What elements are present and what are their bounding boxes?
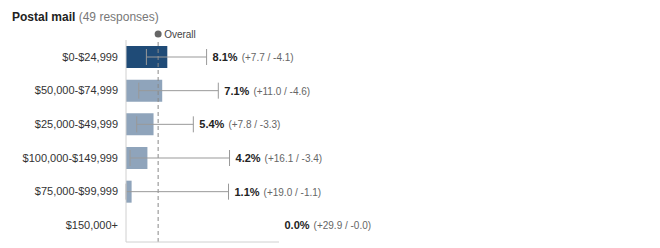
svg-text:7.1%(+11.0 / -4.6): 7.1%(+11.0 / -4.6) [224, 85, 310, 97]
svg-text:0.0%(+29.9 / -0.0): 0.0%(+29.9 / -0.0) [284, 219, 371, 231]
html-text:Postal mail (49 responses): Postal mail (49 responses) [12, 10, 159, 24]
svg-text:5.4%(+7.8 / -3.3): 5.4%(+7.8 / -3.3) [199, 118, 280, 130]
svg-text:$25,000-$49,999: $25,000-$49,999 [35, 118, 118, 130]
svg-text:1.1%(+19.0 / -1.1): 1.1%(+19.0 / -1.1) [235, 186, 322, 198]
svg-text:Overall: Overall [164, 29, 196, 40]
svg-text:$50,000-$74,999: $50,000-$74,999 [35, 84, 118, 96]
svg-text:$75,000-$99,999: $75,000-$99,999 [35, 185, 118, 197]
svg-text:8.1%(+7.7 / -4.1): 8.1%(+7.7 / -4.1) [213, 51, 294, 63]
svg-text:$0-$24,999: $0-$24,999 [62, 51, 118, 63]
svg-text:4.2%(+16.1 / -3.4): 4.2%(+16.1 / -3.4) [236, 152, 323, 164]
svg-text:$100,000-$149,999: $100,000-$149,999 [23, 152, 118, 164]
svg-text:$150,000+: $150,000+ [66, 219, 118, 231]
